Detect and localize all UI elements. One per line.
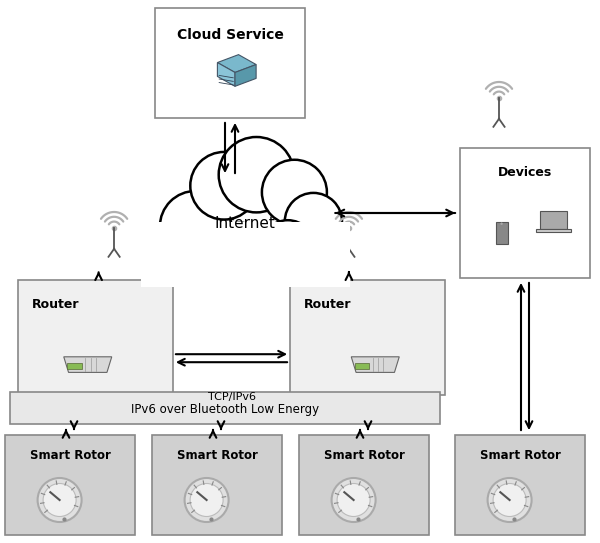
Circle shape <box>43 483 76 516</box>
Bar <box>355 363 369 369</box>
Bar <box>67 363 82 369</box>
Text: Smart Rotor: Smart Rotor <box>29 449 110 462</box>
Circle shape <box>493 483 526 516</box>
Bar <box>152 435 282 535</box>
Bar <box>536 229 571 232</box>
Circle shape <box>185 478 229 522</box>
Bar <box>496 222 508 243</box>
Circle shape <box>488 478 532 522</box>
Circle shape <box>332 478 376 522</box>
Text: Smart Rotor: Smart Rotor <box>479 449 560 462</box>
Bar <box>460 148 590 278</box>
Circle shape <box>190 483 223 516</box>
Circle shape <box>38 478 82 522</box>
Text: Devices: Devices <box>498 166 552 179</box>
Bar <box>455 435 585 535</box>
Text: Cloud Service: Cloud Service <box>176 28 283 42</box>
Polygon shape <box>235 65 256 86</box>
Text: TCP/IPv6: TCP/IPv6 <box>208 392 256 402</box>
Circle shape <box>337 483 370 516</box>
Text: Smart Rotor: Smart Rotor <box>176 449 257 462</box>
Bar <box>140 222 349 287</box>
Bar <box>299 435 429 535</box>
Text: Router: Router <box>304 298 352 311</box>
Circle shape <box>500 223 503 225</box>
Polygon shape <box>351 357 399 372</box>
Bar <box>155 8 305 118</box>
Bar <box>5 435 135 535</box>
Bar <box>10 392 440 424</box>
Text: Internet: Internet <box>215 216 275 230</box>
Bar <box>18 280 173 395</box>
Text: Smart Rotor: Smart Rotor <box>323 449 404 462</box>
Polygon shape <box>217 55 256 72</box>
Polygon shape <box>64 357 112 372</box>
Polygon shape <box>217 62 235 86</box>
Bar <box>290 280 445 395</box>
Bar <box>541 211 567 229</box>
Text: Router: Router <box>32 298 79 311</box>
Text: IPv6 over Bluetooth Low Energy: IPv6 over Bluetooth Low Energy <box>131 403 319 416</box>
